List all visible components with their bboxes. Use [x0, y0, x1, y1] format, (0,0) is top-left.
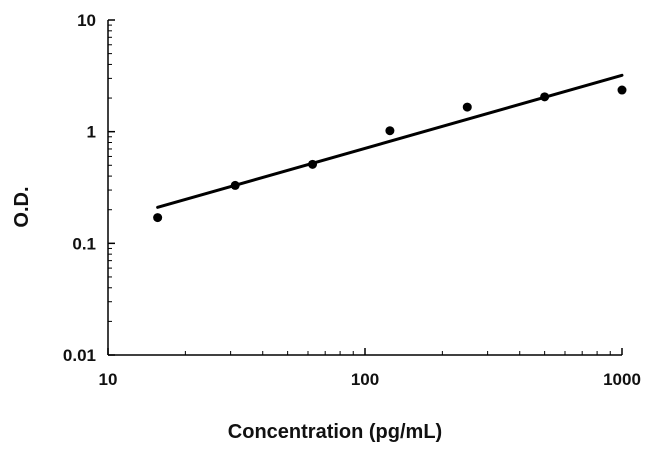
axis-ticks [107, 19, 623, 356]
x-tick-label: 100 [351, 370, 379, 389]
data-points-layer [153, 85, 627, 223]
x-tick-label: 1000 [603, 370, 641, 389]
y-tick-label: 1 [87, 123, 96, 142]
data-point [617, 85, 627, 95]
x-axis-title: Concentration (pg/mL) [228, 421, 442, 443]
data-point [540, 92, 550, 102]
x-tick-label: 10 [99, 370, 118, 389]
y-axis-title: O.D. [11, 186, 33, 227]
y-tick-label: 10 [77, 11, 96, 30]
y-tick-label: 0.01 [63, 346, 96, 365]
tick-labels: 0.01 0.1 1 10 10 100 1000 [63, 11, 641, 389]
data-point [385, 126, 395, 136]
data-point [230, 180, 240, 190]
fit-line [156, 73, 624, 209]
data-point [153, 213, 163, 223]
data-point [308, 159, 318, 169]
fit-line-layer [156, 73, 624, 209]
y-tick-label: 0.1 [72, 234, 96, 253]
data-point [462, 102, 472, 112]
axes [107, 20, 622, 356]
